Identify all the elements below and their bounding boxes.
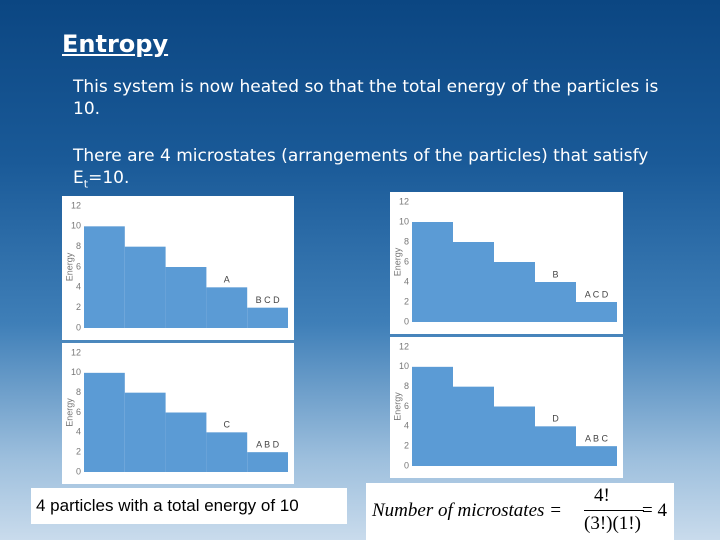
bar	[494, 406, 535, 466]
annotation: D	[552, 414, 559, 424]
y-tick-label: 2	[76, 302, 81, 312]
y-tick-label: 10	[399, 216, 409, 226]
bar	[247, 307, 288, 328]
caption: 4 particles with a total energy of 10	[31, 488, 347, 524]
y-tick-label: 4	[76, 427, 81, 437]
bar	[453, 386, 494, 466]
y-axis-label: Energy	[64, 252, 74, 281]
y-tick-label: 0	[404, 460, 409, 470]
annotation: A C D	[585, 289, 609, 299]
bar	[124, 392, 166, 472]
bar	[165, 412, 207, 472]
y-tick-label: 2	[404, 441, 409, 451]
y-tick-label: 8	[404, 236, 409, 246]
y-tick-label: 12	[399, 341, 409, 351]
bar	[576, 446, 617, 466]
subscript: t	[83, 177, 89, 191]
chart: Energy 0 2 4 6 8 10 12 B A C D	[390, 192, 623, 334]
y-tick-label: 8	[404, 381, 409, 391]
bar	[84, 226, 125, 328]
y-tick-label: 8	[76, 241, 81, 251]
formula-denominator: (3!)(1!)	[584, 513, 641, 534]
bar	[453, 242, 494, 322]
annotation: C	[224, 420, 231, 430]
bar	[535, 282, 576, 322]
y-tick-label: 12	[71, 347, 81, 357]
y-tick-label: 12	[399, 196, 409, 206]
formula: Number of microstates = 4! (3!)(1!) = 4	[366, 483, 674, 540]
chart: Energy 0 2 4 6 8 10 12 C A B D	[62, 343, 294, 484]
y-tick-label: 6	[76, 261, 81, 271]
y-tick-label: 10	[399, 361, 409, 371]
fraction-line	[584, 510, 644, 511]
y-tick-label: 10	[71, 367, 81, 377]
bar	[206, 287, 248, 328]
paragraph: There are 4 microstates (arrangements of…	[73, 145, 673, 195]
bar	[247, 452, 288, 472]
y-tick-label: 6	[404, 256, 409, 266]
y-tick-label: 6	[76, 407, 81, 417]
chart: Energy 0 2 4 6 8 10 12 A B C D	[62, 196, 294, 340]
y-axis-label: Energy	[392, 392, 402, 421]
y-tick-label: 6	[404, 401, 409, 411]
y-tick-label: 0	[76, 466, 81, 476]
y-tick-label: 12	[71, 200, 81, 210]
y-tick-label: 2	[76, 447, 81, 457]
y-tick-label: 0	[76, 322, 81, 332]
y-axis-label: Energy	[392, 247, 402, 276]
formula-lhs: Number of microstates =	[372, 500, 562, 521]
y-tick-label: 4	[76, 282, 81, 292]
paragraph: This system is now heated so that the to…	[73, 77, 659, 119]
formula-numerator: 4!	[594, 485, 610, 506]
text: =10.	[88, 168, 130, 188]
bar	[84, 372, 125, 472]
bar	[412, 366, 453, 466]
bar	[576, 302, 617, 322]
y-tick-label: 0	[404, 316, 409, 326]
y-tick-label: 10	[71, 221, 81, 231]
y-tick-label: 4	[404, 276, 409, 286]
bar	[535, 426, 576, 466]
y-axis-label: Energy	[64, 398, 74, 427]
y-tick-label: 4	[404, 421, 409, 431]
text: There are 4 microstates (arrangements of…	[73, 146, 649, 188]
bar	[124, 246, 166, 328]
annotation: A	[224, 275, 230, 285]
bar	[412, 222, 453, 322]
annotation: B	[552, 269, 558, 279]
formula-rhs: = 4	[642, 500, 667, 521]
y-tick-label: 8	[76, 387, 81, 397]
annotation: A B D	[256, 440, 280, 450]
bar	[206, 432, 248, 472]
annotation: B C D	[256, 295, 281, 305]
chart: Energy 0 2 4 6 8 10 12 D A B C	[390, 337, 623, 478]
y-tick-label: 2	[404, 296, 409, 306]
bar	[165, 267, 207, 328]
slide-title: Entropy	[62, 30, 169, 58]
annotation: A B C	[585, 434, 609, 444]
bar	[494, 262, 535, 322]
